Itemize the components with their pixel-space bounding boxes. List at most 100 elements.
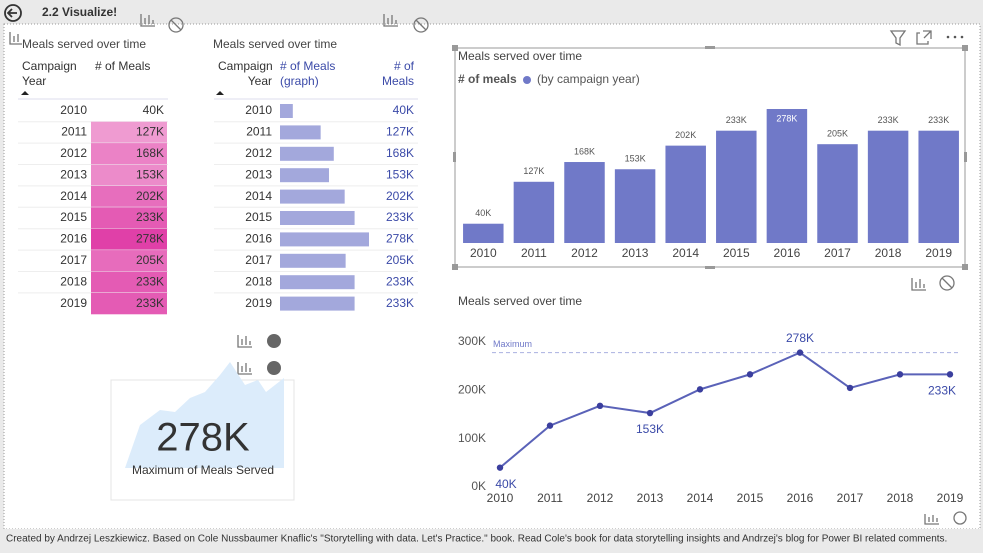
- data-bar: [280, 232, 369, 247]
- data-label: 153K: [636, 422, 664, 436]
- year-cell: 2018: [60, 274, 87, 288]
- reference-label: Maximum: [493, 339, 532, 349]
- heat-cell: [91, 292, 167, 315]
- legend-label: (by campaign year): [537, 72, 640, 86]
- value-cell: 168K: [386, 146, 414, 160]
- heat-cell: [91, 228, 167, 251]
- heat-cell: [91, 143, 167, 165]
- value-cell: 233K: [386, 274, 414, 288]
- bar: [463, 223, 504, 243]
- point: [696, 386, 704, 393]
- point: [846, 384, 854, 392]
- data-label: 168K: [574, 146, 595, 156]
- year-cell: 2012: [60, 146, 87, 160]
- footer-text: Created by Andrzej Leszkiewicz. Based on…: [6, 534, 947, 545]
- value-cell: 278K: [136, 232, 164, 246]
- point: [496, 464, 504, 471]
- year-cell: 2019: [60, 296, 87, 310]
- data-bar: [280, 253, 346, 268]
- value-cell: 205K: [386, 253, 414, 267]
- value-cell: 278K: [386, 232, 414, 246]
- heat-cell: [91, 185, 167, 208]
- year-cell: 2013: [60, 167, 87, 181]
- point: [546, 422, 554, 429]
- data-bar: [280, 296, 355, 311]
- x-tick-label: 2012: [587, 491, 614, 505]
- data-label: 278K: [786, 331, 814, 345]
- year-cell: 2011: [246, 125, 272, 139]
- bar: [665, 145, 706, 243]
- data-label: 205K: [827, 129, 848, 139]
- value-cell: 153K: [136, 167, 164, 181]
- point: [596, 402, 604, 409]
- column-header: # of Meals: [95, 59, 150, 73]
- year-cell: 2011: [61, 125, 87, 139]
- x-tick-label: 2012: [571, 246, 598, 260]
- x-tick-label: 2014: [687, 491, 714, 505]
- heat-cell: [91, 250, 167, 272]
- column-header: (graph): [280, 74, 319, 88]
- data-bar: [280, 146, 334, 161]
- x-tick-label: 2016: [774, 246, 801, 260]
- column-header: Campaign: [218, 59, 273, 73]
- column-header: Campaign: [22, 59, 77, 73]
- bar: [614, 169, 656, 243]
- point: [946, 371, 954, 378]
- value-cell: 202K: [136, 189, 164, 203]
- x-tick-label: 2015: [737, 491, 764, 505]
- value-cell: 40K: [393, 103, 414, 117]
- data-label: 233K: [928, 384, 956, 398]
- column-header: # of Meals: [280, 59, 335, 73]
- data-label: 40K: [475, 208, 491, 218]
- visual-header-icons[interactable]: [9, 14, 967, 525]
- x-tick-label: 2017: [837, 491, 864, 505]
- chart-title: Meals served over time: [458, 49, 582, 63]
- year-cell: 2013: [245, 167, 272, 181]
- footer-bar: [0, 529, 983, 553]
- back-button[interactable]: [4, 4, 22, 22]
- card-label: Maximum of Meals Served: [132, 463, 274, 477]
- table-title: Meals served over time: [213, 37, 337, 51]
- heat-cell: [91, 164, 167, 186]
- column-header: Year: [248, 74, 272, 88]
- value-cell: 205K: [136, 253, 164, 267]
- y-tick-label: 100K: [458, 431, 486, 445]
- year-cell: 2019: [245, 296, 272, 310]
- bar: [564, 162, 605, 243]
- year-cell: 2012: [245, 146, 272, 160]
- heat-cell: [91, 121, 167, 144]
- year-cell: 2017: [245, 253, 272, 267]
- data-bar: [280, 211, 355, 225]
- point: [796, 349, 804, 356]
- data-bar: [280, 125, 321, 140]
- column-header: Year: [22, 74, 46, 88]
- data-label: 233K: [928, 115, 949, 125]
- value-cell: 233K: [136, 210, 164, 224]
- sort-arrow: [216, 91, 224, 95]
- x-tick-label: 2018: [887, 491, 914, 505]
- sort-arrow: [21, 91, 29, 95]
- year-cell: 2016: [60, 232, 87, 246]
- bar: [513, 181, 555, 243]
- year-cell: 2010: [245, 103, 272, 117]
- value-cell: 168K: [136, 146, 164, 160]
- table-title: Meals served over time: [22, 37, 146, 51]
- point: [746, 371, 754, 378]
- data-label: 278K: [776, 113, 797, 123]
- point: [896, 371, 904, 378]
- card-background-shape: [125, 362, 284, 468]
- bar: [766, 109, 808, 243]
- x-tick-label: 2018: [875, 246, 902, 260]
- y-tick-label: 200K: [458, 383, 486, 397]
- bar: [918, 130, 959, 243]
- column-header: # of: [394, 59, 415, 73]
- bar: [716, 130, 757, 243]
- x-tick-label: 2014: [672, 246, 699, 260]
- data-label: 202K: [675, 130, 696, 140]
- year-cell: 2015: [245, 210, 272, 224]
- bar: [817, 144, 858, 243]
- x-tick-label: 2019: [937, 491, 964, 505]
- data-bar: [280, 104, 293, 118]
- year-cell: 2016: [245, 232, 272, 246]
